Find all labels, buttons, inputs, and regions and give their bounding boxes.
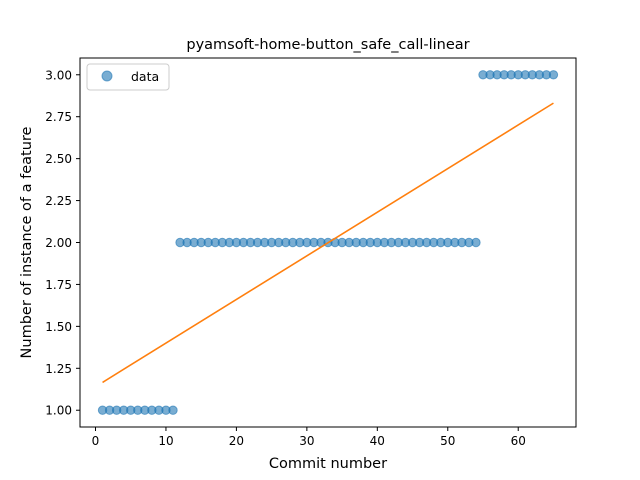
y-tick-label: 1.75 — [45, 278, 72, 292]
legend-label-data: data — [131, 69, 159, 84]
data-point — [168, 405, 178, 415]
plot-series — [97, 70, 559, 415]
y-ticks: 1.00 1.25 1.50 1.75 2.00 2.25 2.50 2.75 3.00 — [45, 68, 80, 418]
x-tick-label: 30 — [299, 434, 314, 448]
plot-frame — [79, 57, 577, 428]
y-tick-label: 1.25 — [45, 362, 72, 376]
y-tick-label: 2.00 — [45, 236, 72, 250]
y-tick-label: 2.50 — [45, 152, 72, 166]
y-tick-label: 2.75 — [45, 110, 72, 124]
x-tick-label: 40 — [370, 434, 385, 448]
x-tick-label: 20 — [229, 434, 244, 448]
fit-line — [102, 102, 554, 384]
y-tick-label: 2.25 — [45, 194, 72, 208]
x-tick-label: 50 — [440, 434, 455, 448]
y-tick-label: 1.50 — [45, 320, 72, 334]
legend-box — [86, 63, 170, 91]
x-tick-label: 0 — [92, 434, 100, 448]
x-tick-label: 10 — [158, 434, 173, 448]
y-tick-label: 3.00 — [45, 68, 72, 82]
x-tick-label: 60 — [511, 434, 526, 448]
x-axis-label: Commit number — [269, 456, 387, 472]
data-point — [471, 237, 481, 248]
legend: data — [86, 63, 170, 91]
legend-marker-data — [101, 70, 113, 82]
y-tick-label: 1.00 — [45, 404, 72, 418]
chart-title: pyamsoft-home-button_safe_call-linear — [186, 37, 469, 53]
x-ticks: 0 10 20 30 40 50 60 — [92, 427, 526, 448]
data-point — [548, 70, 559, 80]
y-axis-label: Number of instance of a feature — [19, 126, 35, 358]
